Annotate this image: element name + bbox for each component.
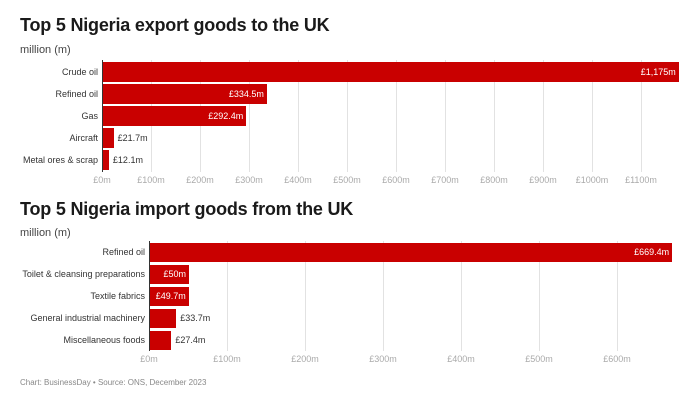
x-tick-label: £1000m xyxy=(575,175,609,185)
y-axis-line xyxy=(102,60,103,172)
export-chart-subtitle: million (m) xyxy=(20,44,71,56)
bar xyxy=(150,287,189,306)
value-label: £334.5m xyxy=(228,88,264,99)
grid-line xyxy=(305,241,306,351)
category-label: Refined oil xyxy=(55,88,98,99)
x-tick-label: £200m xyxy=(186,175,214,185)
grid-line xyxy=(396,60,397,172)
grid-line xyxy=(461,241,462,351)
x-tick-label: £200m xyxy=(291,354,319,364)
category-label: Refined oil xyxy=(102,247,145,257)
grid-line xyxy=(539,241,540,351)
x-tick-label: £1100m xyxy=(625,175,657,185)
category-label: Metal ores & scrap xyxy=(22,154,98,165)
grid-line xyxy=(617,241,618,351)
grid-line xyxy=(543,60,544,172)
import-chart-title: Top 5 Nigeria import goods from the UK xyxy=(20,199,354,219)
category-label: Gas xyxy=(81,110,98,121)
x-tick-label: £300m xyxy=(235,175,263,185)
bar xyxy=(150,309,177,328)
grid-line xyxy=(383,241,384,351)
x-tick-label: £500m xyxy=(525,354,553,364)
value-label: £12.1m xyxy=(112,154,143,165)
grid-line xyxy=(227,241,228,351)
x-tick-label: £500m xyxy=(333,175,361,185)
category-label: Crude oil xyxy=(61,66,98,77)
grid-line xyxy=(494,60,495,172)
grid-line xyxy=(592,60,593,172)
value-label: £50m xyxy=(163,269,186,279)
grid-line xyxy=(298,60,299,172)
x-tick-label: £400m xyxy=(447,354,475,364)
x-tick-label: £400m xyxy=(284,175,312,185)
x-tick-label: £800m xyxy=(480,175,508,185)
bar xyxy=(103,128,114,148)
value-label: £1,175m xyxy=(640,66,676,77)
value-label: £21.7m xyxy=(117,132,148,143)
y-axis-line xyxy=(149,241,150,351)
bar xyxy=(150,243,673,262)
x-tick-label: £0m xyxy=(140,354,158,364)
import-chart-subtitle: million (m) xyxy=(20,227,71,239)
x-tick-label: £100m xyxy=(137,175,165,185)
x-tick-label: £900m xyxy=(529,175,557,185)
x-tick-label: £0m xyxy=(93,175,111,185)
value-label: £49.7m xyxy=(155,291,186,301)
export-chart-title: Top 5 Nigeria export goods to the UK xyxy=(20,15,330,35)
value-label: £33.7m xyxy=(180,313,211,323)
bar xyxy=(103,150,109,170)
bar xyxy=(150,265,189,284)
x-tick-label: £700m xyxy=(431,175,459,185)
x-tick-label: £600m xyxy=(382,175,410,185)
value-label: £292.4m xyxy=(208,110,244,121)
bar xyxy=(103,62,679,82)
chart-footer: Chart: BusinessDay • Source: ONS, Decemb… xyxy=(20,378,207,387)
category-label: Toilet & cleansing preparations xyxy=(22,269,145,279)
x-tick-label: £600m xyxy=(603,354,631,364)
bar xyxy=(150,331,172,350)
category-label: Miscellaneous foods xyxy=(63,335,145,345)
grid-line xyxy=(347,60,348,172)
grid-line xyxy=(641,60,642,172)
grid-line xyxy=(445,60,446,172)
x-tick-label: £100m xyxy=(213,354,241,364)
bar xyxy=(103,106,247,126)
bar xyxy=(103,84,267,104)
category-label: Aircraft xyxy=(69,132,98,143)
x-tick-label: £300m xyxy=(369,354,397,364)
category-label: Textile fabrics xyxy=(90,291,145,301)
grid-line xyxy=(249,60,250,172)
value-label: £27.4m xyxy=(175,335,206,345)
value-label: £669.4m xyxy=(634,247,670,257)
category-label: General industrial machinery xyxy=(30,313,145,323)
